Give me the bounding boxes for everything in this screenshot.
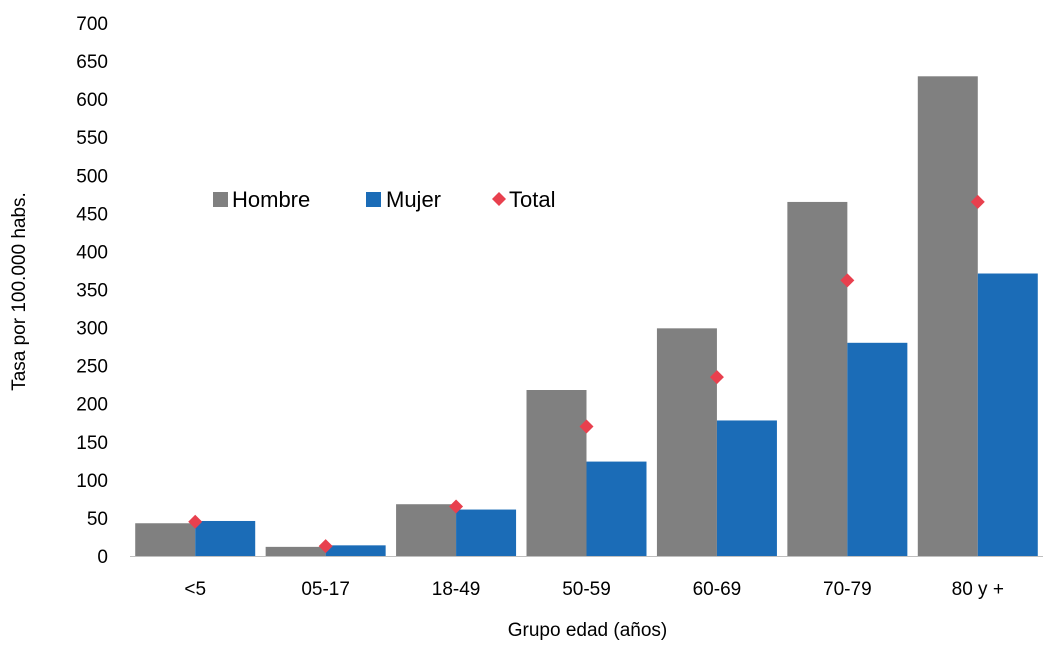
x-tick-label: <5 bbox=[184, 579, 206, 600]
y-axis-title: Tasa por 100.000 habs. bbox=[9, 192, 30, 391]
x-tick-label: 60-69 bbox=[693, 579, 742, 600]
y-tick-label: 250 bbox=[76, 357, 108, 378]
bar-hombre bbox=[266, 547, 326, 556]
legend-swatch-hombre bbox=[213, 192, 228, 207]
x-axis-title: Grupo edad (años) bbox=[508, 620, 668, 641]
bar-mujer bbox=[978, 274, 1038, 556]
x-axis-ticks: <5 05-17 18-49 50-59 60-69 70-79 80 y + bbox=[184, 579, 1004, 600]
legend-label-total: Total bbox=[509, 187, 555, 212]
bar-mujer bbox=[717, 420, 777, 556]
bar-mujer bbox=[326, 545, 386, 556]
y-tick-label: 550 bbox=[76, 128, 108, 149]
y-tick-label: 150 bbox=[76, 433, 108, 454]
y-tick-label: 650 bbox=[76, 52, 108, 73]
bar-hombre bbox=[527, 390, 587, 556]
bar-mujer bbox=[195, 521, 255, 556]
y-tick-label: 450 bbox=[76, 204, 108, 225]
x-tick-label: 70-79 bbox=[823, 579, 872, 600]
bar-hombre bbox=[657, 328, 717, 556]
bar-hombre bbox=[396, 504, 456, 556]
y-tick-label: 350 bbox=[76, 281, 108, 302]
x-tick-label: 18-49 bbox=[432, 579, 481, 600]
legend-swatch-mujer bbox=[366, 192, 381, 207]
y-tick-label: 600 bbox=[76, 90, 108, 111]
y-tick-label: 100 bbox=[76, 471, 108, 492]
legend-label-mujer: Mujer bbox=[386, 187, 441, 212]
x-tick-label: 80 y + bbox=[952, 579, 1004, 600]
legend-label-hombre: Hombre bbox=[232, 187, 310, 212]
y-axis-ticks: 0 50 100 150 200 250 300 350 400 450 500 550 600 650 7… bbox=[76, 14, 108, 568]
x-tick-label: 50-59 bbox=[562, 579, 611, 600]
y-tick-label: 200 bbox=[76, 395, 108, 416]
bar-hombre bbox=[135, 523, 195, 556]
y-tick-label: 500 bbox=[76, 166, 108, 187]
bar-mujer bbox=[847, 343, 907, 556]
y-tick-label: 300 bbox=[76, 319, 108, 340]
bar-mujer bbox=[456, 510, 516, 556]
y-tick-label: 0 bbox=[97, 547, 108, 568]
legend: Hombre Mujer Total bbox=[213, 187, 555, 212]
bars bbox=[135, 76, 1038, 556]
bar-mujer bbox=[587, 462, 647, 556]
y-tick-label: 50 bbox=[87, 509, 108, 530]
legend-marker-total bbox=[492, 192, 506, 206]
x-tick-label: 05-17 bbox=[301, 579, 350, 600]
y-tick-label: 700 bbox=[76, 14, 108, 35]
bar-hombre bbox=[918, 76, 978, 556]
y-tick-label: 400 bbox=[76, 242, 108, 263]
bar-hombre bbox=[787, 202, 847, 556]
